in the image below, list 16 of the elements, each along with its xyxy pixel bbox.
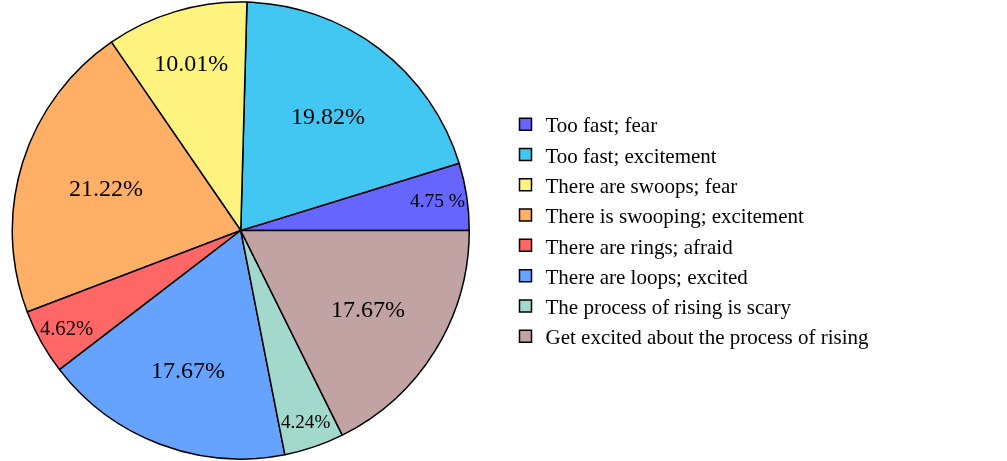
legend-label: Get excited about the process of rising xyxy=(545,325,870,350)
data-label: 10.01% xyxy=(154,50,229,77)
data-label: 21.22% xyxy=(68,175,143,202)
data-label: 4.62% xyxy=(39,316,94,339)
legend-label: Too fast; excitement xyxy=(545,143,717,168)
legend-label: Too fast; fear xyxy=(545,113,658,138)
legend-label: There are rings; afraid xyxy=(545,234,734,259)
data-label: 17.67% xyxy=(150,357,225,384)
data-label: 4.24% xyxy=(280,410,331,432)
legend-label: There are swoops; fear xyxy=(545,173,738,198)
legend-label: There are loops; excited xyxy=(545,264,749,289)
data-label: 17.67% xyxy=(330,296,405,323)
data-label: 4.75 % xyxy=(409,190,466,212)
data-label: 19.82% xyxy=(291,102,366,129)
legend-label: The process of rising is scary xyxy=(545,295,792,320)
legend-label: There is swooping; excitement xyxy=(545,204,805,229)
